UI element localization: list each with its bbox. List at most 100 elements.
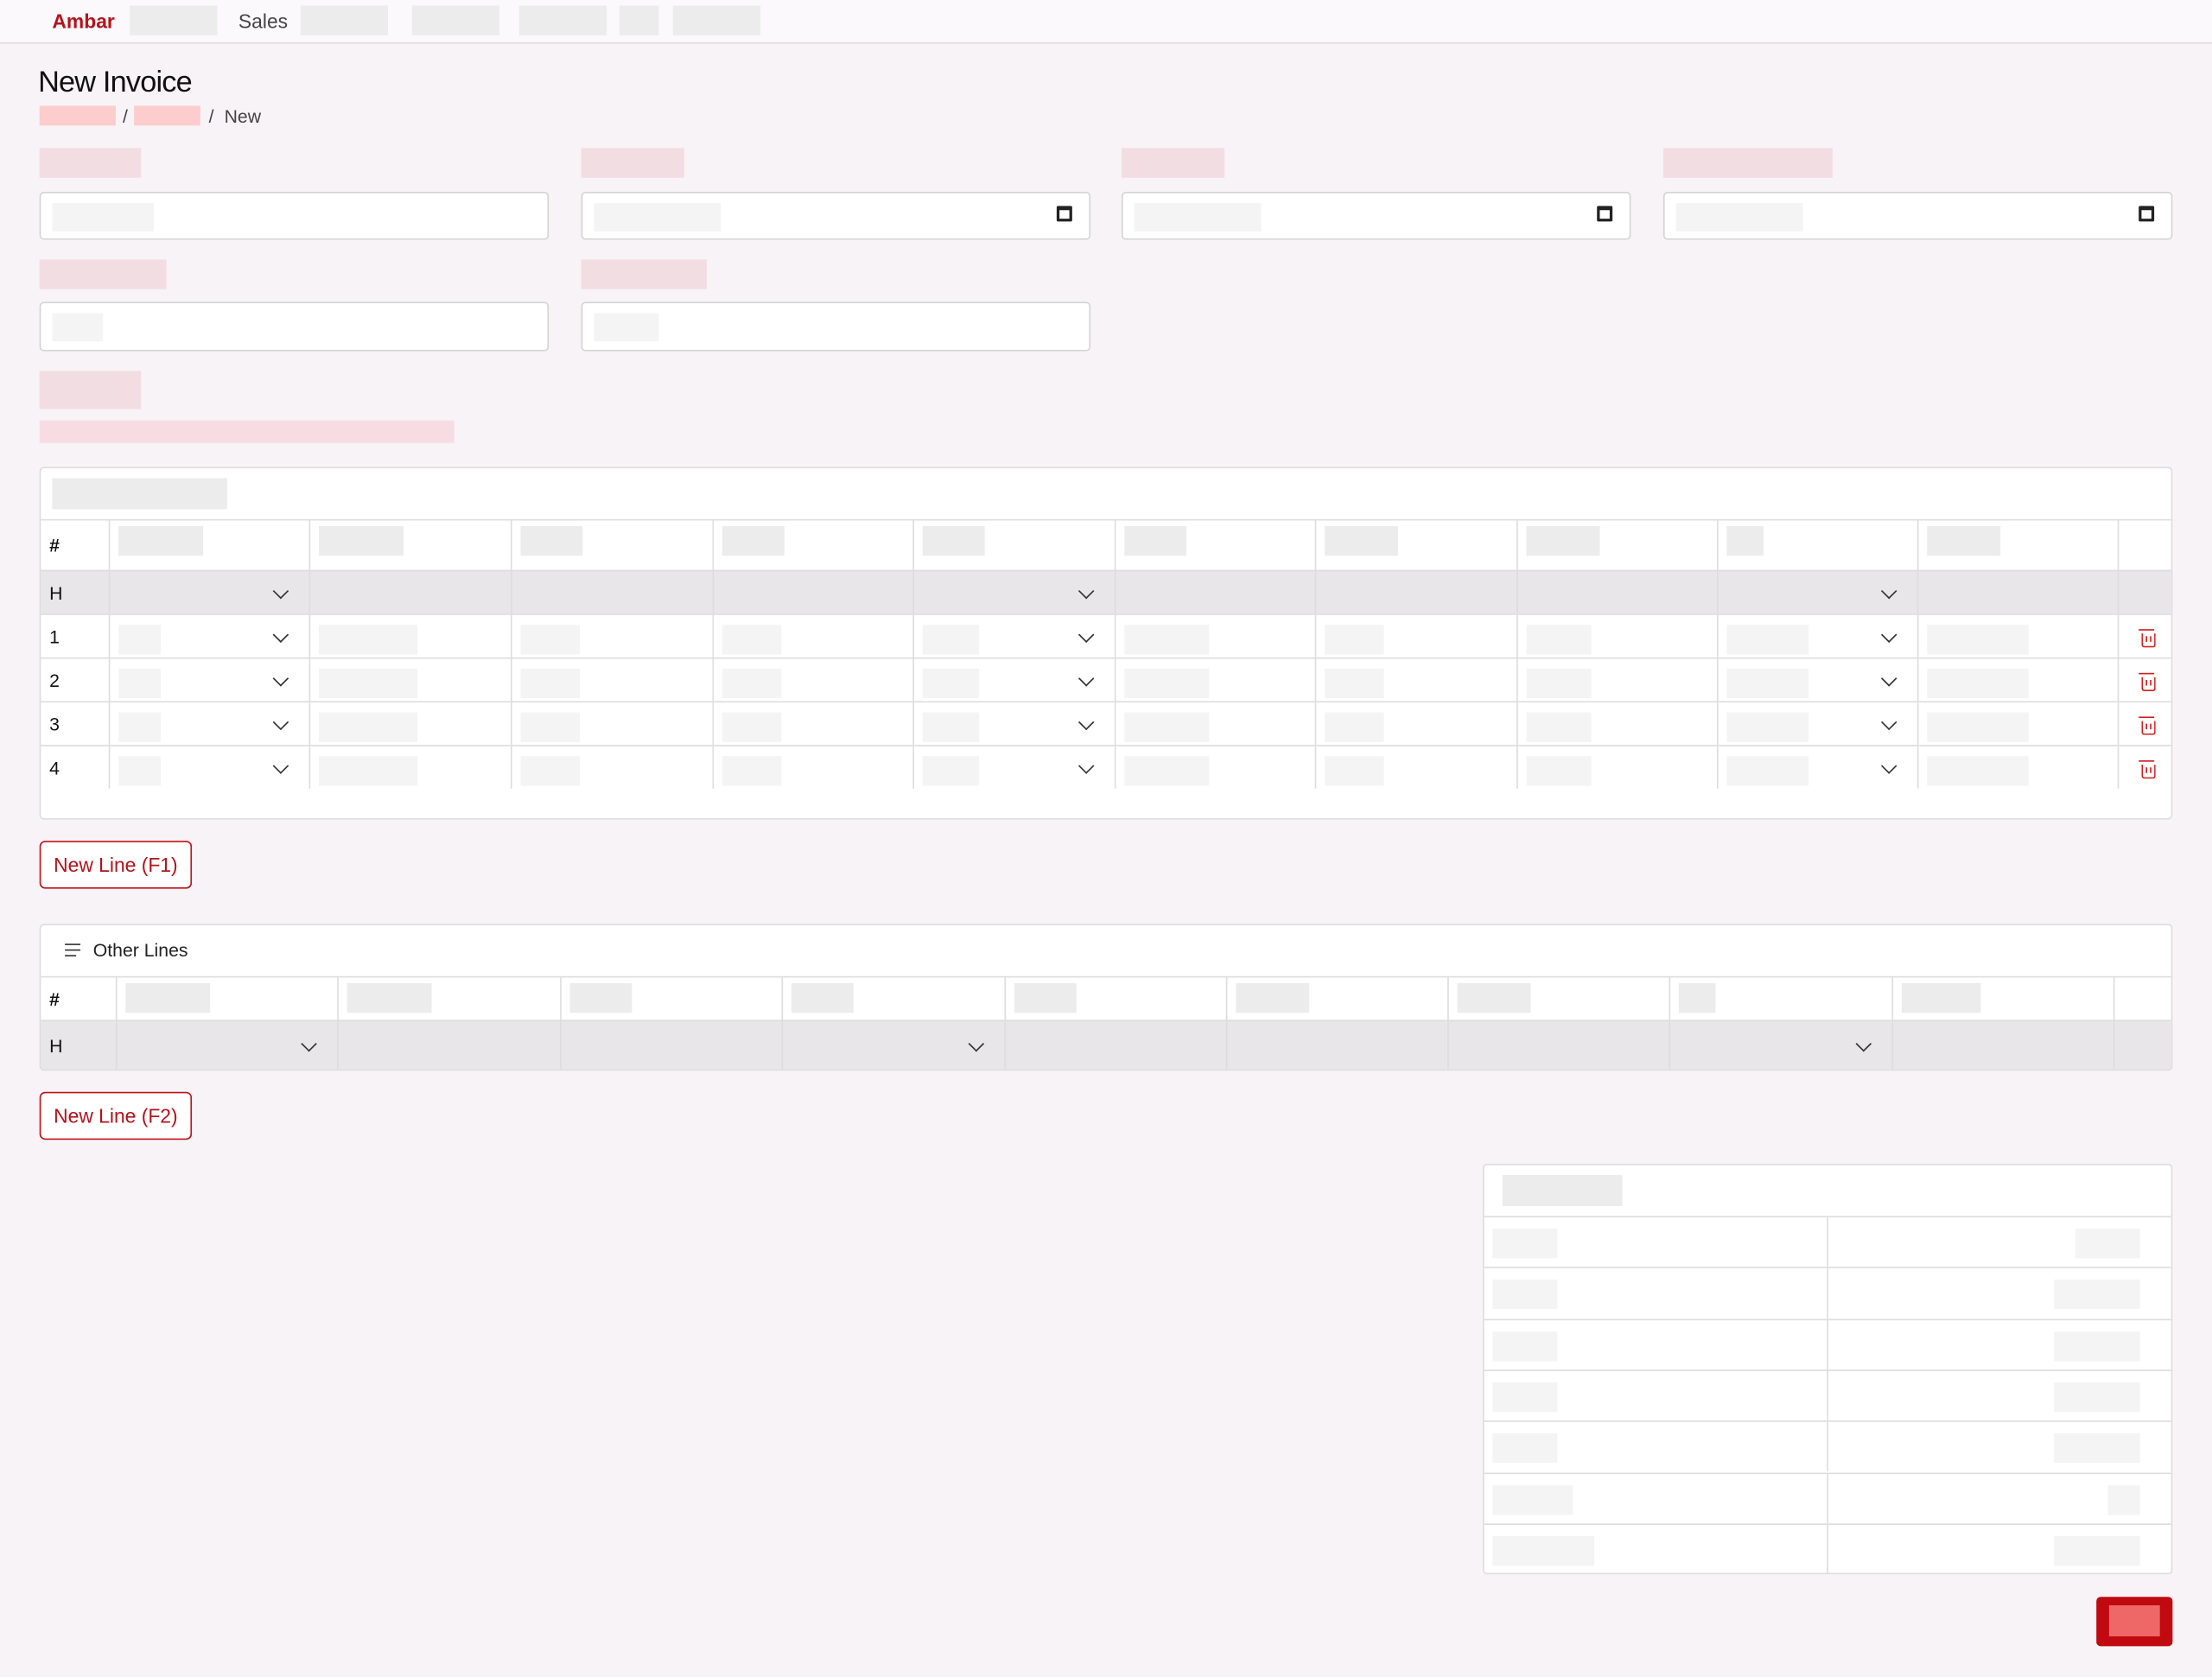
column-header[interactable] [308, 520, 511, 570]
table-cell[interactable] [1716, 571, 1917, 614]
table-cell[interactable] [712, 571, 913, 614]
table-cell[interactable] [108, 571, 309, 614]
column-header[interactable] [1314, 520, 1516, 570]
table-cell[interactable] [1516, 746, 1717, 789]
table-cell[interactable] [1516, 658, 1717, 702]
date-input[interactable] [1121, 192, 1631, 240]
chevron-down-icon[interactable] [1880, 757, 1897, 773]
table-cell[interactable] [912, 614, 1114, 657]
chevron-down-icon[interactable] [1880, 582, 1897, 599]
chevron-down-icon[interactable] [272, 713, 289, 730]
new-line-f2-button[interactable]: New Line (F2) [39, 1091, 193, 1140]
table-cell[interactable] [115, 1021, 337, 1070]
table-cell[interactable] [108, 746, 309, 789]
table-cell[interactable] [1114, 614, 1315, 657]
table-cell[interactable] [712, 614, 913, 657]
column-header[interactable] [1225, 977, 1447, 1020]
save-button[interactable] [2096, 1597, 2173, 1647]
table-cell[interactable] [912, 702, 1114, 746]
column-header[interactable] [2117, 520, 2171, 570]
text-input[interactable] [581, 302, 1091, 352]
table-cell[interactable] [1916, 658, 2118, 702]
chevron-down-icon[interactable] [1880, 713, 1897, 730]
table-cell[interactable] [1004, 1021, 1225, 1070]
table-cell[interactable] [308, 571, 511, 614]
text-input[interactable] [39, 192, 550, 240]
chevron-down-icon[interactable] [1077, 670, 1095, 686]
breadcrumb-link[interactable] [134, 105, 200, 126]
nav-item[interactable] [518, 5, 607, 35]
table-cell[interactable] [337, 1021, 560, 1070]
column-header[interactable] [1916, 520, 2118, 570]
table-cell[interactable] [1314, 571, 1516, 614]
table-cell[interactable] [511, 571, 712, 614]
column-header[interactable] [1516, 520, 1717, 570]
chevron-down-icon[interactable] [272, 626, 289, 643]
column-header[interactable] [560, 977, 781, 1020]
column-header[interactable] [1004, 977, 1225, 1020]
chevron-down-icon[interactable] [272, 757, 289, 773]
table-cell[interactable] [308, 614, 511, 657]
table-cell[interactable] [308, 746, 511, 789]
table-cell[interactable] [912, 571, 1114, 614]
table-cell[interactable] [1516, 614, 1717, 657]
column-header[interactable] [1716, 520, 1917, 570]
brand-logo[interactable]: Ambar [52, 10, 115, 33]
chevron-down-icon[interactable] [272, 670, 289, 686]
table-cell[interactable] [912, 746, 1114, 789]
chevron-down-icon[interactable] [1855, 1035, 1872, 1052]
table-cell[interactable] [108, 658, 309, 702]
calendar-icon[interactable] [2139, 206, 2155, 222]
calendar-icon[interactable] [1056, 206, 1072, 222]
calendar-icon[interactable] [1597, 206, 1613, 222]
column-header[interactable] [1447, 977, 1669, 1020]
chevron-down-icon[interactable] [1880, 670, 1897, 686]
chevron-down-icon[interactable] [1077, 713, 1095, 730]
column-header[interactable] [1114, 520, 1315, 570]
nav-item-sales[interactable]: Sales [238, 10, 289, 33]
table-cell[interactable] [560, 1021, 781, 1070]
table-cell[interactable] [1716, 658, 1917, 702]
column-header[interactable] [511, 520, 712, 570]
table-cell[interactable] [1114, 571, 1315, 614]
table-cell[interactable] [1447, 1021, 1669, 1070]
column-header[interactable] [1669, 977, 1891, 1020]
date-input[interactable] [1662, 192, 2173, 240]
table-cell[interactable] [1916, 702, 2118, 746]
nav-item[interactable] [130, 5, 218, 35]
column-header[interactable] [2113, 977, 2171, 1020]
table-cell[interactable] [1314, 746, 1516, 789]
table-cell[interactable] [912, 658, 1114, 702]
table-cell[interactable] [511, 658, 712, 702]
chevron-down-icon[interactable] [968, 1035, 985, 1052]
table-cell[interactable] [1891, 1021, 2113, 1070]
table-cell[interactable] [108, 614, 309, 657]
chevron-down-icon[interactable] [1077, 626, 1095, 643]
table-cell[interactable] [1314, 658, 1516, 702]
table-cell[interactable] [1114, 746, 1315, 789]
trash-icon[interactable] [2139, 759, 2156, 778]
chevron-down-icon[interactable] [301, 1035, 317, 1052]
table-cell[interactable] [108, 702, 309, 746]
table-cell[interactable] [1314, 614, 1516, 657]
column-header[interactable] [1891, 977, 2113, 1020]
table-cell[interactable] [1716, 614, 1917, 657]
chevron-down-icon[interactable] [1077, 757, 1095, 773]
text-input[interactable] [39, 302, 550, 352]
table-cell[interactable] [511, 702, 712, 746]
table-cell[interactable] [1716, 746, 1917, 789]
table-cell[interactable] [1916, 614, 2118, 657]
table-cell[interactable] [712, 658, 913, 702]
table-cell[interactable] [781, 1021, 1005, 1070]
date-input[interactable] [581, 192, 1091, 240]
table-cell[interactable] [1516, 702, 1717, 746]
nav-item[interactable] [411, 5, 499, 35]
column-header[interactable] [115, 977, 337, 1020]
table-cell[interactable] [308, 658, 511, 702]
table-cell[interactable] [712, 702, 913, 746]
chevron-down-icon[interactable] [1077, 582, 1095, 599]
table-cell[interactable] [712, 746, 913, 789]
breadcrumb-link[interactable] [39, 105, 116, 126]
nav-item[interactable] [300, 5, 388, 35]
column-header[interactable] [712, 520, 913, 570]
